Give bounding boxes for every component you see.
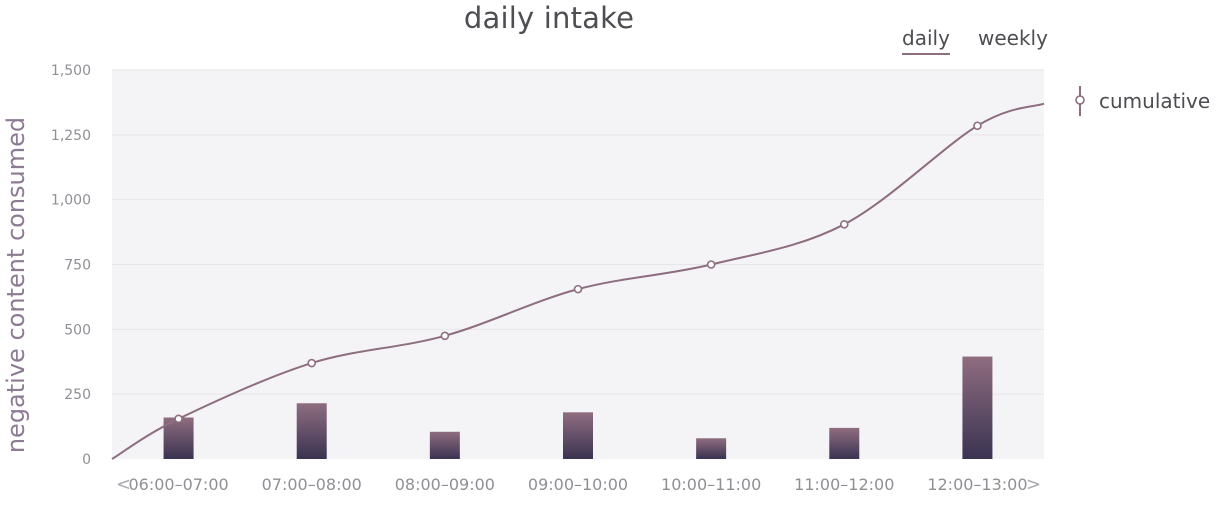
x-tick-label: 11:00–12:00	[794, 475, 894, 494]
legend-label: cumulative	[1099, 89, 1211, 113]
bar	[696, 438, 727, 459]
line-point	[973, 121, 982, 131]
x-tick-label: 06:00–07:00	[128, 475, 228, 494]
tab-daily[interactable]: daily	[902, 25, 950, 55]
x-tick-label: 12:00–13:00	[927, 475, 1027, 494]
cumulative-line-series	[111, 102, 1045, 460]
line-point	[706, 260, 716, 269]
x-tick-label: 09:00–10:00	[528, 475, 628, 494]
y-tick-label: 500	[64, 322, 91, 338]
grid-lines	[112, 69, 1044, 395]
bar	[563, 412, 593, 459]
x-tick-labels: 06:00–07:00 07:00–08:00 08:00–09:00 09:00–1…	[128, 475, 1027, 494]
bar	[829, 427, 860, 459]
x-tick-label: 10:00–11:00	[661, 475, 761, 494]
bar	[429, 431, 460, 459]
bar	[962, 356, 993, 459]
x-tick-label: 08:00–09:00	[395, 475, 495, 494]
bar	[296, 403, 327, 459]
y-tick-label: 750	[64, 258, 91, 274]
bar-series	[163, 356, 993, 459]
chart-title: daily intake	[463, 1, 635, 35]
next-arrow-icon[interactable]: >	[1026, 474, 1042, 495]
line-point	[839, 220, 849, 229]
y-tick-label: 1,000	[51, 193, 91, 209]
tab-weekly[interactable]: weekly	[978, 26, 1048, 50]
y-tick-label: 250	[64, 387, 91, 403]
y-tick-label: 1,500	[51, 63, 91, 79]
legend-item-cumulative[interactable]: cumulative	[1070, 86, 1210, 116]
line-point	[440, 331, 450, 341]
line-point	[307, 358, 317, 368]
y-tick-label: 0	[82, 452, 91, 468]
y-tick-label: 1,250	[51, 128, 91, 144]
line-point	[573, 284, 583, 294]
y-tick-labels: 0 250 500 750 1,000 1,250 1,500	[51, 63, 91, 468]
legend-line-marker-icon	[1075, 86, 1085, 116]
x-tick-label: 07:00–08:00	[262, 475, 362, 494]
previous-arrow-icon[interactable]: <	[116, 474, 132, 495]
line-point	[174, 414, 183, 424]
